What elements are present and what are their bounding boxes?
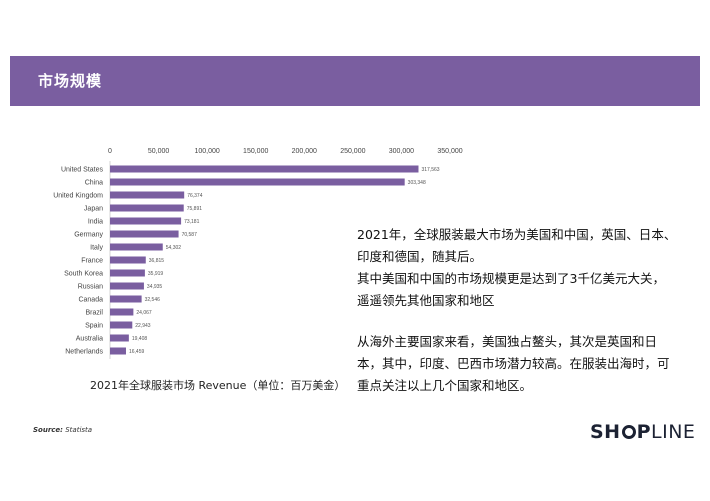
y-tick-label: Germany [74, 232, 103, 239]
y-tick-label: Canada [78, 297, 103, 304]
y-tick-label: India [88, 219, 103, 226]
bar [110, 178, 405, 186]
x-tick-label: 150,000 [243, 148, 268, 155]
bar [110, 191, 185, 199]
analysis-paragraph-3: 从海外主要国家来看，美国独占鳌头，其次是英国和日本，其中，印度、巴西市场潜力较高… [357, 334, 670, 393]
y-tick-label: South Korea [64, 271, 103, 278]
data-label: 22,943 [135, 323, 151, 329]
logo-text-sh: SH [590, 421, 621, 443]
bar [110, 243, 163, 251]
analysis-text: 2021年，全球服装最大市场为美国和中国，英国、日本、印度和德国，随其后。 其中… [357, 224, 677, 397]
y-tick-label: United Kingdom [53, 193, 103, 200]
data-label: 70,587 [182, 232, 198, 238]
bar [110, 308, 134, 316]
analysis-paragraph-1: 2021年，全球服装最大市场为美国和中国，英国、日本、印度和德国，随其后。 [357, 227, 677, 264]
bar [110, 269, 145, 277]
data-label: 303,348 [408, 180, 426, 186]
logo-o-icon [621, 425, 636, 439]
bar [110, 347, 126, 355]
x-tick-label: 250,000 [340, 148, 365, 155]
data-label: 19,408 [132, 336, 148, 342]
bar [110, 217, 182, 225]
logo-text-p: P [636, 421, 652, 443]
logo-text-line: LINE [651, 421, 696, 443]
data-label: 16,459 [129, 349, 145, 355]
data-label: 76,374 [187, 193, 203, 199]
x-tick-label: 300,000 [389, 148, 414, 155]
bar [110, 165, 419, 173]
data-label: 35,919 [148, 271, 164, 277]
bar [110, 295, 142, 303]
x-tick-label: 100,000 [194, 148, 219, 155]
source-value: Statista [65, 426, 93, 434]
x-tick-label: 350,000 [437, 148, 462, 155]
shopline-logo: SH P LINE [590, 421, 695, 443]
y-tick-label: Japan [84, 206, 103, 213]
bar-chart: 0 50,000 100,000 150,000 200,000 250,000 300,0… [0, 140, 480, 369]
y-tick-label: Italy [90, 245, 103, 252]
source-label: Source: [33, 426, 63, 434]
bar [110, 321, 133, 329]
data-label: 73,181 [184, 219, 200, 225]
x-tick-label: 50,000 [148, 148, 170, 155]
y-tick-label: United States [61, 167, 104, 174]
y-tick-label: Russian [78, 284, 103, 291]
x-tick-label: 0 [108, 148, 112, 155]
data-label: 36,815 [149, 258, 165, 264]
bar [110, 204, 184, 212]
data-label: 24,067 [136, 310, 152, 316]
x-tick-label: 200,000 [292, 148, 317, 155]
data-label: 34,935 [147, 284, 163, 290]
source-note: Source: Statista [33, 426, 92, 434]
y-tick-label: Australia [76, 336, 103, 343]
data-label: 32,546 [145, 297, 161, 303]
y-tick-label: Spain [85, 323, 103, 330]
data-label: 75,891 [187, 206, 203, 212]
y-tick-label: China [85, 180, 103, 187]
y-tick-label: Netherlands [65, 349, 103, 356]
bar-chart-svg: 0 50,000 100,000 150,000 200,000 250,000 300,0… [53, 148, 463, 359]
bar [110, 282, 144, 290]
y-tick-label: Brazil [85, 310, 103, 317]
data-label: 54,302 [166, 245, 182, 251]
chart-caption: 2021年全球服装市场 Revenue（单位：百万美金） [90, 379, 346, 392]
bar [110, 230, 179, 238]
page-title: 市场规模 [38, 72, 103, 90]
analysis-paragraph-2: 其中美国和中国的市场规模更是达到了3千亿美元大关，遥遥领先其他国家和地区 [357, 271, 665, 308]
bar [110, 256, 146, 264]
bar [110, 334, 129, 342]
header-band: 市场规模 [10, 56, 700, 106]
y-tick-label: France [81, 258, 103, 265]
data-label: 317,563 [421, 167, 439, 173]
